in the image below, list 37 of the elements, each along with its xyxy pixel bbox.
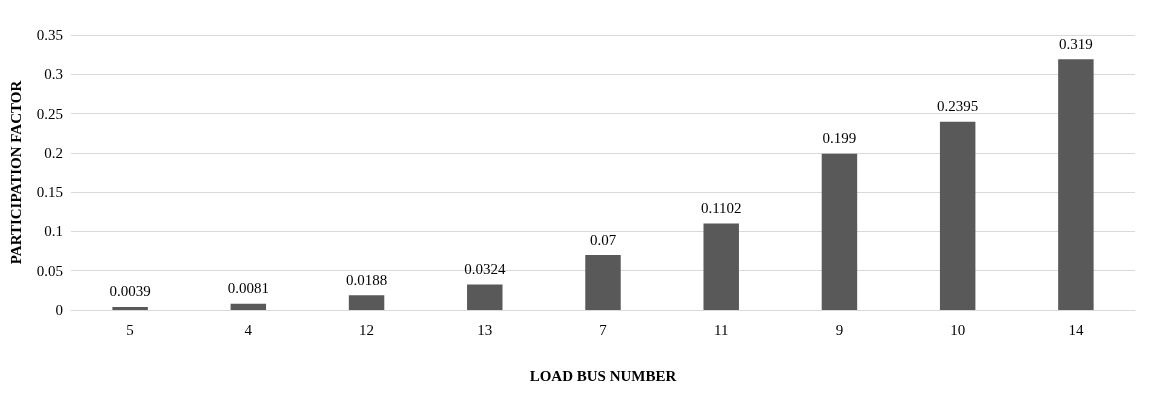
data-label: 0.199 [822,130,857,147]
data-label: 0.0039 [109,283,151,300]
x-tick-label: 10 [950,321,966,338]
x-tick-label: 7 [599,321,608,338]
bar [348,295,385,310]
x-tick-label: 13 [477,321,493,338]
y-tick-label: 0.3 [44,66,63,83]
x-tick-label: 14 [1068,321,1084,338]
bar [585,255,621,310]
bar [230,303,267,310]
x-axis-title: LOAD BUS NUMBER [529,367,677,384]
y-tick-label: 0.2 [44,144,63,161]
data-label: 0.2395 [937,98,979,115]
bar [821,153,858,310]
x-tick-label: 12 [359,321,375,338]
bar [112,306,148,310]
data-label: 0.0188 [345,271,388,288]
bar [1058,59,1094,310]
y-tick-label: 0.1 [44,223,63,240]
y-tick-label: 0.35 [36,27,63,43]
bar [939,121,976,310]
bar [467,284,503,310]
data-label: 0.07 [589,231,617,248]
bar [703,223,739,310]
y-tick-label: 0.15 [36,184,63,201]
y-tick-label: 0.25 [36,105,63,122]
data-label: 0.1102 [700,199,742,216]
x-tick-label: 11 [714,321,729,338]
data-label: 0.0324 [464,261,506,278]
x-tick-label: 9 [835,321,844,338]
x-tick-label: 4 [244,321,253,338]
y-axis-title: PARTICIPATION FACTOR [7,80,24,265]
y-tick-label: 0.05 [36,262,63,279]
data-label: 0.0081 [227,280,269,297]
x-tick-label: 5 [126,321,134,338]
data-label: 0.319 [1059,35,1093,52]
y-tick-label: 0 [55,302,63,318]
